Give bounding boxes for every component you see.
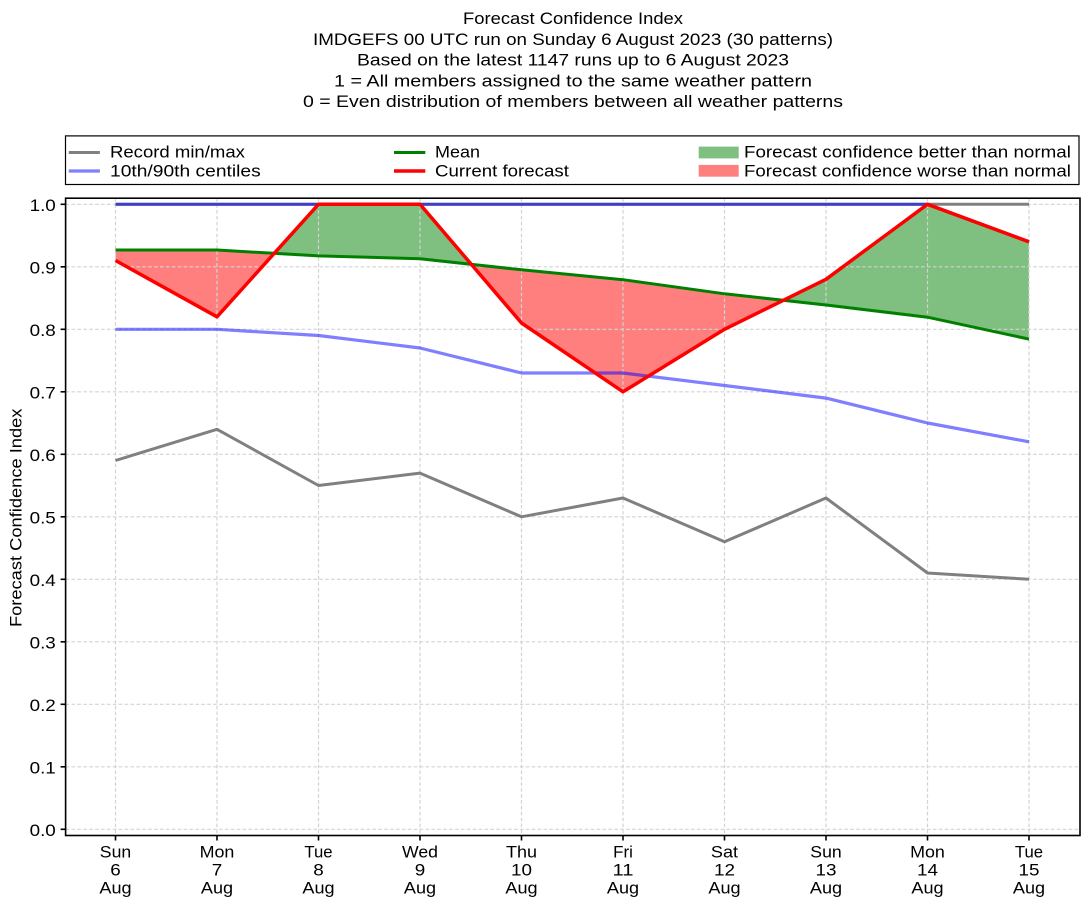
svg-text:9: 9 xyxy=(415,862,426,880)
svg-text:12: 12 xyxy=(714,862,735,880)
svg-text:11: 11 xyxy=(613,862,634,880)
svg-text:Forecast Confidence Index: Forecast Confidence Index xyxy=(8,408,26,627)
svg-text:Current forecast: Current forecast xyxy=(435,163,569,181)
svg-text:Forecast Confidence Index: Forecast Confidence Index xyxy=(463,9,684,28)
svg-text:1.0: 1.0 xyxy=(30,197,56,215)
svg-text:0.8: 0.8 xyxy=(30,322,56,340)
svg-text:Sun: Sun xyxy=(810,844,841,862)
svg-text:10th/90th centiles: 10th/90th centiles xyxy=(110,163,261,181)
svg-text:0.7: 0.7 xyxy=(30,385,56,403)
svg-text:Aug: Aug xyxy=(201,880,233,898)
svg-text:Mon: Mon xyxy=(910,844,945,862)
svg-text:0.3: 0.3 xyxy=(30,635,56,653)
svg-text:13: 13 xyxy=(816,862,837,880)
svg-text:0 = Even distribution of membe: 0 = Even distribution of members between… xyxy=(303,92,843,111)
svg-text:0.0: 0.0 xyxy=(30,822,56,840)
svg-text:0.5: 0.5 xyxy=(30,510,56,528)
svg-text:Aug: Aug xyxy=(1013,880,1045,898)
svg-text:Aug: Aug xyxy=(505,880,537,898)
svg-text:Sun: Sun xyxy=(100,844,131,862)
svg-text:Forecast confidence worse than: Forecast confidence worse than normal xyxy=(744,163,1071,181)
svg-text:1 = All members assigned to th: 1 = All members assigned to the same wea… xyxy=(334,71,812,90)
svg-text:0.6: 0.6 xyxy=(30,447,56,465)
svg-text:Fri: Fri xyxy=(613,844,633,862)
svg-text:Wed: Wed xyxy=(402,844,438,862)
svg-text:Aug: Aug xyxy=(911,880,943,898)
svg-text:Tue: Tue xyxy=(304,844,332,862)
svg-text:Mon: Mon xyxy=(200,844,235,862)
svg-text:Aug: Aug xyxy=(404,880,436,898)
svg-text:Tue: Tue xyxy=(1015,844,1043,862)
svg-text:6: 6 xyxy=(110,862,121,880)
svg-text:Aug: Aug xyxy=(607,880,639,898)
svg-text:IMDGEFS 00 UTC run on Sunday 6: IMDGEFS 00 UTC run on Sunday 6 August 20… xyxy=(313,30,833,49)
svg-text:Aug: Aug xyxy=(302,880,334,898)
svg-text:Mean: Mean xyxy=(435,143,480,161)
svg-text:Aug: Aug xyxy=(99,880,131,898)
svg-text:Aug: Aug xyxy=(810,880,842,898)
svg-text:15: 15 xyxy=(1019,862,1040,880)
svg-text:0.2: 0.2 xyxy=(30,697,56,715)
svg-text:0.9: 0.9 xyxy=(30,260,56,278)
svg-text:0.4: 0.4 xyxy=(30,572,56,590)
svg-text:0.1: 0.1 xyxy=(30,760,56,778)
svg-text:Forecast confidence better tha: Forecast confidence better than normal xyxy=(744,143,1071,161)
svg-text:Thu: Thu xyxy=(506,844,537,862)
svg-text:10: 10 xyxy=(511,862,532,880)
svg-text:14: 14 xyxy=(917,862,938,880)
svg-text:Based on the latest 1147 runs: Based on the latest 1147 runs up to 6 Au… xyxy=(357,51,789,70)
svg-text:8: 8 xyxy=(313,862,324,880)
svg-text:Record min/max: Record min/max xyxy=(110,143,246,161)
svg-text:Aug: Aug xyxy=(708,880,740,898)
svg-text:Sat: Sat xyxy=(711,844,739,862)
svg-text:7: 7 xyxy=(212,862,223,880)
